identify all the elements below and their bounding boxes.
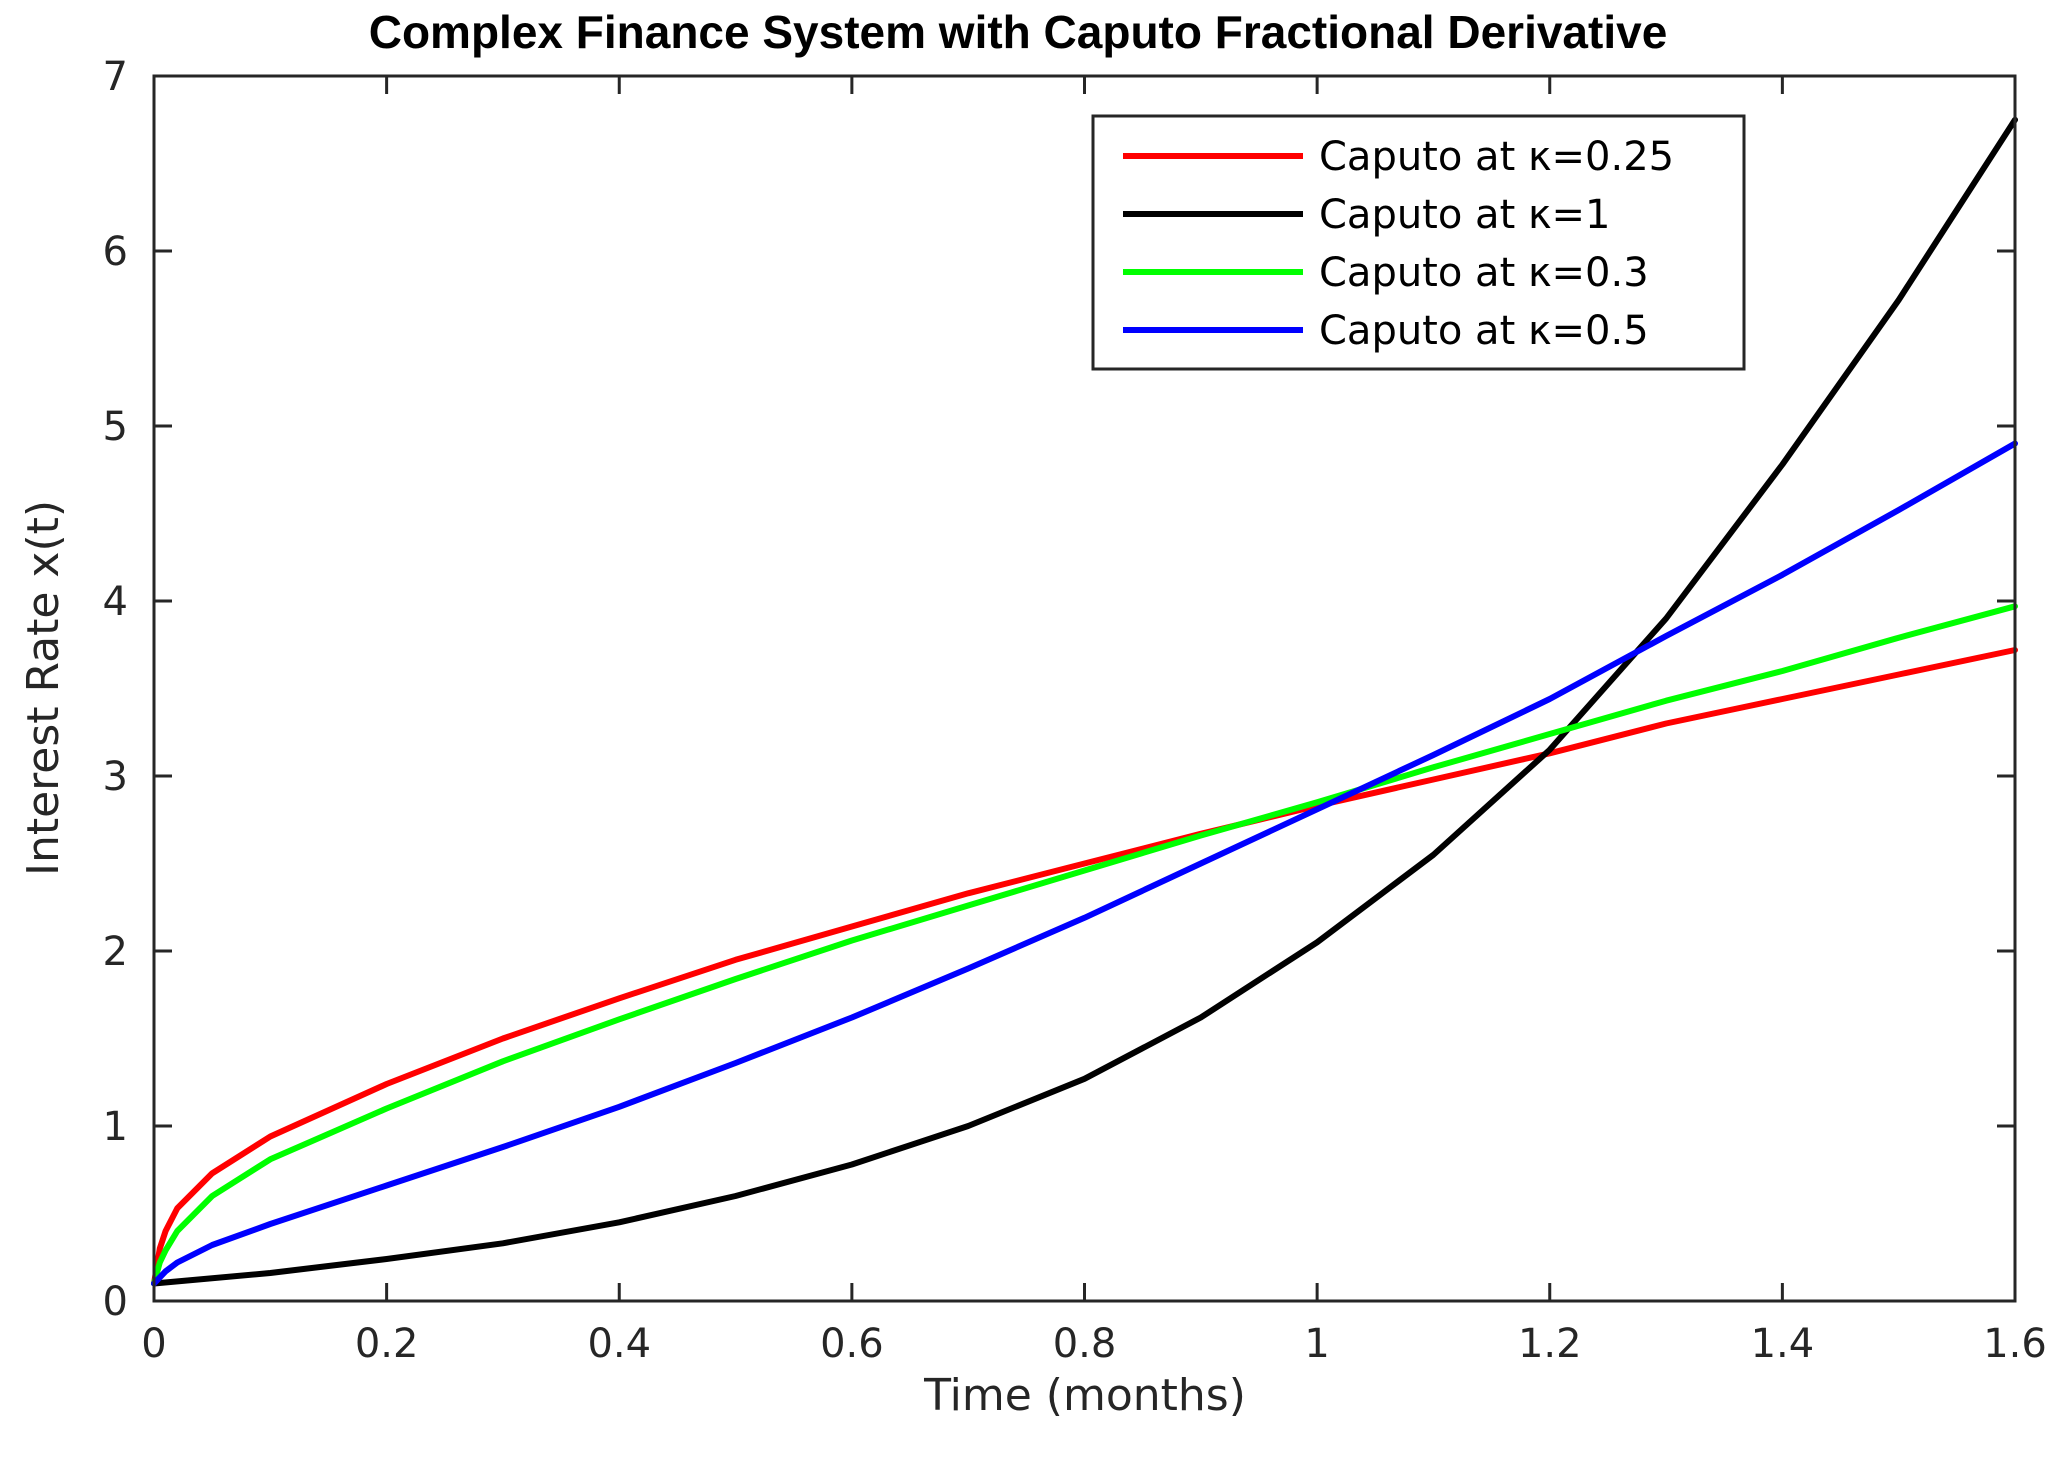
x-tick-label: 1.2 bbox=[1518, 1321, 1582, 1367]
x-tick-label: 1.4 bbox=[1751, 1321, 1815, 1367]
y-tick-label: 0 bbox=[103, 1279, 128, 1325]
chart-title: Complex Finance System with Caputo Fract… bbox=[369, 6, 1668, 58]
x-tick-label: 0.4 bbox=[587, 1321, 651, 1367]
legend-label-caputo-at-0-5: Caputo at κ=0.5 bbox=[1319, 308, 1649, 354]
x-tick-label: 1.6 bbox=[1983, 1321, 2047, 1367]
y-axis-label: Interest Rate x(t) bbox=[18, 500, 69, 876]
legend: Caputo at κ=0.25 Caputo at κ=1 Caputo at κ… bbox=[1091, 114, 1746, 371]
series-line-caputo-at-0-5 bbox=[151, 440, 2018, 1287]
x-axis-label: Time (months) bbox=[923, 1370, 1246, 1421]
series-line-caputo-at-0-3 bbox=[151, 603, 2018, 1287]
y-tick-label: 6 bbox=[103, 229, 128, 275]
x-tick-label: 0.8 bbox=[1053, 1321, 1117, 1367]
legend-label-caputo-at-0-3: Caputo at κ=0.3 bbox=[1319, 250, 1649, 296]
x-tick-label: 0.6 bbox=[820, 1321, 884, 1367]
y-tick-label: 1 bbox=[103, 1104, 128, 1150]
x-tick-label: 0.2 bbox=[355, 1321, 419, 1367]
series-line-caputo-at-0-25 bbox=[151, 647, 2018, 1287]
series-line-caputo-at-1 bbox=[151, 116, 2018, 1287]
x-tick-label: 1 bbox=[1304, 1321, 1329, 1367]
y-tick-label: 4 bbox=[103, 579, 128, 625]
series-layer bbox=[151, 116, 2018, 1287]
legend-label-caputo-at-0-25: Caputo at κ=0.25 bbox=[1319, 134, 1674, 180]
legend-label-caputo-at-1: Caputo at κ=1 bbox=[1319, 192, 1611, 238]
y-tick-label: 7 bbox=[103, 54, 128, 100]
y-tick-label: 2 bbox=[103, 929, 128, 975]
y-tick-label: 3 bbox=[103, 754, 128, 800]
x-tick-label: 0 bbox=[141, 1321, 166, 1367]
y-tick-label: 5 bbox=[103, 404, 128, 450]
ticks-layer: 0 0.2 0.4 0.6 0.8 1 1.2 1.4 1.6 0 1 2 3 4 5 6 7 bbox=[103, 54, 2047, 1367]
